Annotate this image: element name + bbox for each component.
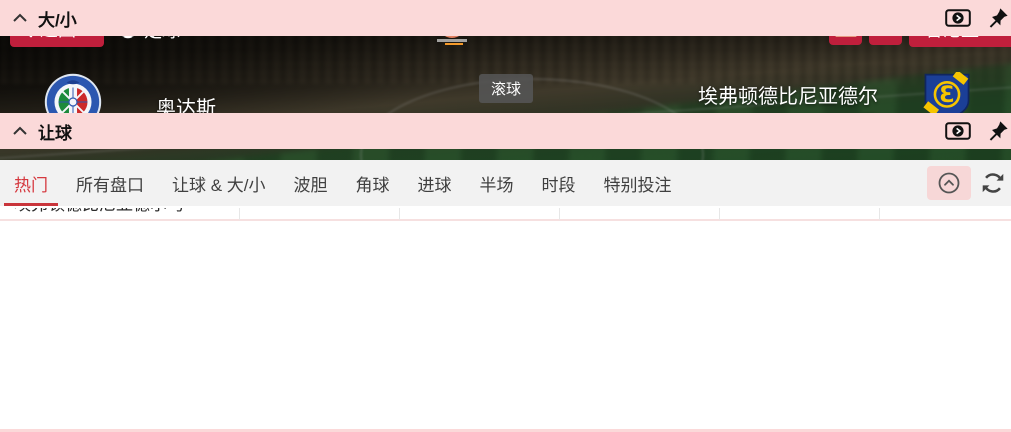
refresh-button[interactable] [979, 169, 1007, 197]
collapse-all-button[interactable] [927, 166, 971, 200]
chevron-up-icon [12, 126, 28, 136]
section-title: 大/小 [38, 10, 77, 30]
tab-all-markets[interactable]: 所有盘口 [76, 175, 144, 195]
tab-correct-score[interactable]: 波胆 [293, 175, 328, 195]
tab-goals[interactable]: 进球 [417, 175, 452, 195]
away-team-logo: Ɛ [921, 72, 973, 122]
tab-corners[interactable]: 角球 [355, 175, 390, 195]
tab-half[interactable]: 半场 [479, 175, 514, 195]
chevron-up-icon [12, 13, 28, 23]
next-section-edge [0, 429, 1011, 432]
tab-handicap-ou[interactable]: 让球 & 大/小 [172, 175, 266, 195]
live-badge: 滚球 [478, 74, 533, 103]
refresh-icon [980, 170, 1006, 196]
tab-specials[interactable]: 特别投注 [603, 175, 672, 195]
section-header-handicap[interactable]: 让球 [0, 113, 1011, 149]
section-header-over-under[interactable]: 大/小 [0, 0, 1011, 36]
svg-text:Ɛ: Ɛ [939, 82, 955, 108]
tab-hot[interactable]: 热门 [0, 160, 62, 206]
cashout-icon[interactable] [945, 9, 971, 27]
market-tabbar: 热门 所有盘口 让球 & 大/小 波胆 角球 进球 半场 时段 特别投注 [0, 160, 1011, 208]
pin-icon[interactable] [987, 6, 1009, 30]
section-title: 让球 [38, 123, 72, 143]
cashout-icon[interactable] [945, 122, 971, 140]
tabbar-tools [927, 160, 1011, 206]
circle-chevron-up-icon [937, 171, 961, 195]
tab-period[interactable]: 时段 [541, 175, 576, 195]
section-tools [945, 0, 1011, 36]
section-tools [945, 113, 1011, 149]
pin-icon[interactable] [987, 119, 1009, 143]
